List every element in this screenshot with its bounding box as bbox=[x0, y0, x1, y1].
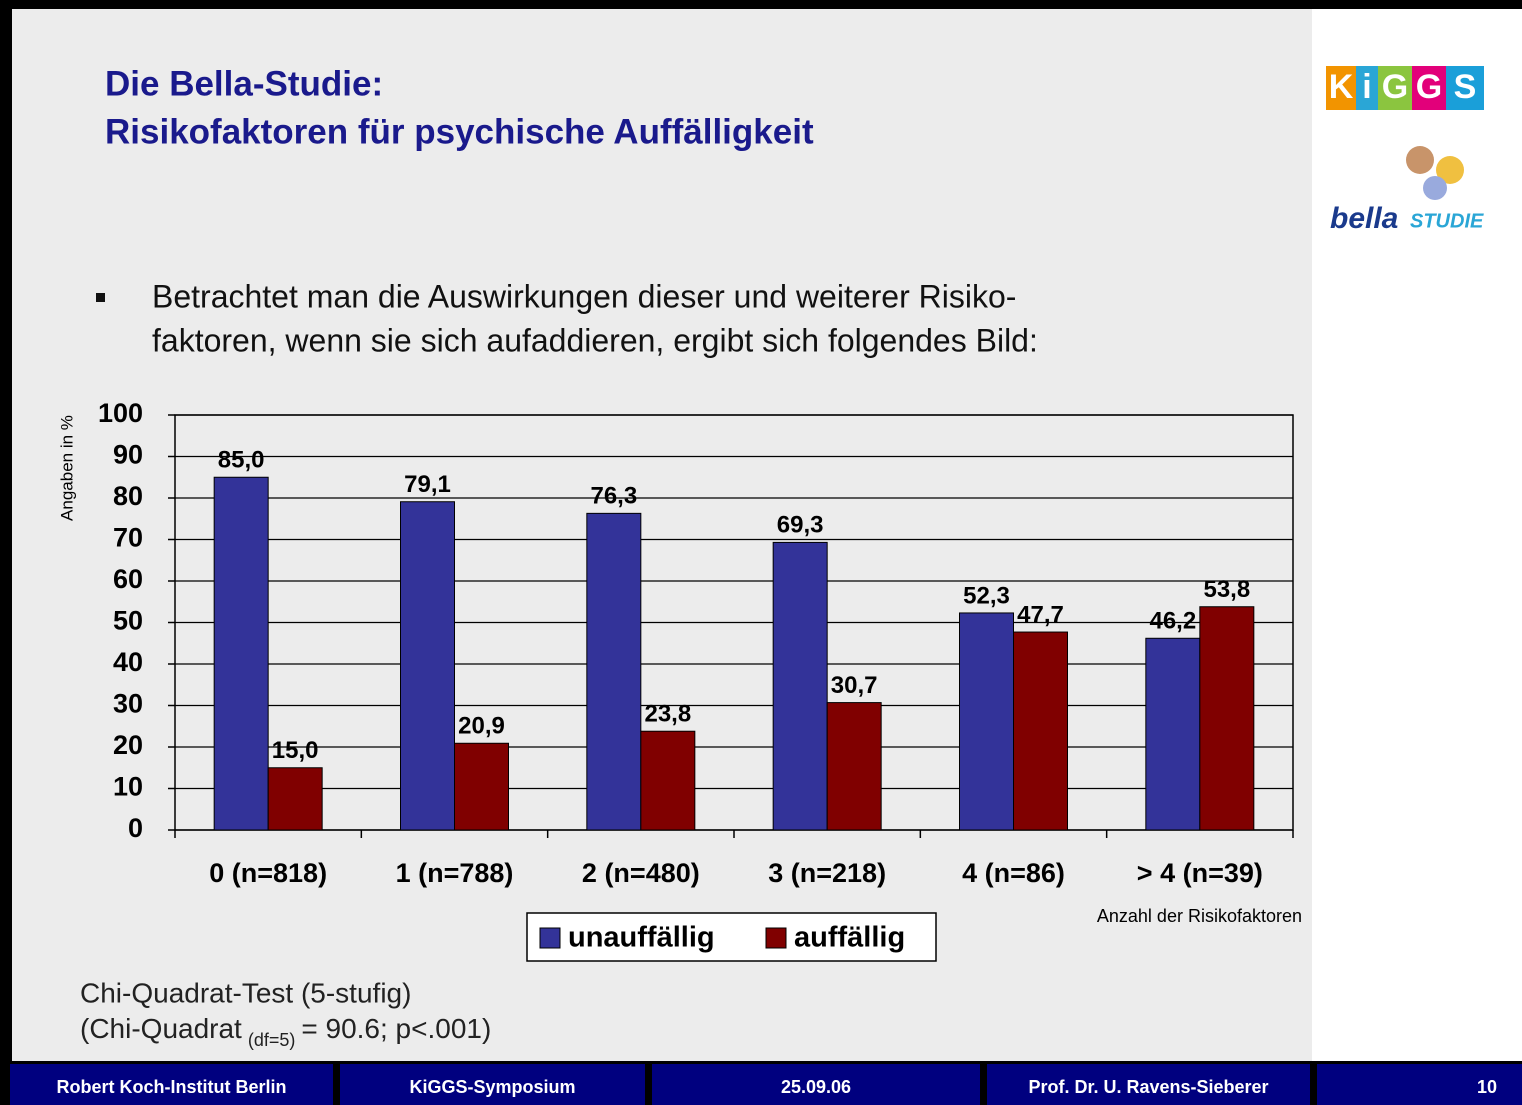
y-tick-label: 20 bbox=[113, 730, 143, 760]
x-tick-label: > 4 (n=39) bbox=[1137, 858, 1263, 888]
footer-segment bbox=[340, 1064, 645, 1105]
legend-box bbox=[526, 912, 937, 962]
x-tick-label: 3 (n=218) bbox=[768, 858, 886, 888]
logo-figure bbox=[1423, 176, 1447, 200]
y-tick-label: 80 bbox=[113, 481, 143, 511]
value-label: 76,3 bbox=[590, 483, 637, 510]
x-tick-label: 2 (n=480) bbox=[582, 858, 700, 888]
y-tick-label: 70 bbox=[113, 523, 143, 553]
logo-tile bbox=[1378, 66, 1412, 110]
bar bbox=[454, 742, 509, 831]
y-tick-label: 50 bbox=[113, 606, 143, 636]
bella-logo: bella STUDIE bbox=[1330, 146, 1484, 235]
logo-text: bella bbox=[1330, 202, 1398, 235]
value-label: 15,0 bbox=[272, 737, 319, 764]
footer-segment bbox=[987, 1064, 1310, 1105]
logo-figure bbox=[1406, 146, 1434, 174]
bar bbox=[772, 541, 828, 831]
legend-swatch bbox=[765, 927, 787, 949]
note: Chi-Quadrat-Test (5-stufig) bbox=[80, 977, 411, 1008]
y-tick-label: 100 bbox=[98, 398, 143, 428]
bar bbox=[1145, 637, 1201, 831]
slide-bg bbox=[12, 9, 1312, 1061]
title: Die Bella-Studie: bbox=[105, 64, 383, 103]
bar bbox=[400, 501, 455, 831]
legend-swatch bbox=[539, 927, 561, 949]
value-label: 69,3 bbox=[777, 512, 824, 539]
bullet-text: Betrachtet man die Auswirkungen dieser u… bbox=[152, 278, 1016, 314]
footer-text: KiGGS-Symposium bbox=[409, 1077, 575, 1097]
y-axis-label: Angaben in % bbox=[57, 415, 76, 521]
note-subscript: (df=5) bbox=[248, 1030, 296, 1050]
logo-letter: i bbox=[1362, 68, 1371, 106]
y-tick-label: 40 bbox=[113, 647, 143, 677]
value-label: 46,2 bbox=[1149, 608, 1196, 635]
value-label: 85,0 bbox=[218, 447, 265, 474]
bar bbox=[640, 730, 696, 831]
kiggs-logo: K i G G S bbox=[1326, 66, 1484, 110]
bullet-text: faktoren, wenn sie sich aufaddieren, erg… bbox=[152, 322, 1038, 358]
note-part: = 90.6; p<.001) bbox=[301, 1013, 491, 1044]
value-label: 20,9 bbox=[458, 713, 505, 740]
y-tick-label: 90 bbox=[113, 440, 143, 470]
title: Risikofaktoren für psychische Auffälligk… bbox=[105, 112, 814, 151]
value-label: 23,8 bbox=[644, 701, 691, 728]
bar bbox=[213, 476, 269, 831]
bar bbox=[1013, 631, 1068, 831]
footer-text: 25.09.06 bbox=[781, 1077, 851, 1097]
logo-tile bbox=[1412, 66, 1446, 110]
bar bbox=[1199, 606, 1255, 831]
logo-tile bbox=[1356, 66, 1378, 110]
value-label: 30,7 bbox=[831, 672, 878, 699]
x-axis-label: Anzahl der Risikofaktoren bbox=[1097, 906, 1302, 926]
value-label: 79,1 bbox=[404, 471, 451, 498]
x-tick-label: 0 (n=818) bbox=[209, 858, 327, 888]
bar bbox=[586, 512, 642, 831]
y-tick-label: 10 bbox=[113, 772, 143, 802]
footer: Robert Koch-Institut Berlin KiGGS-Symposi… bbox=[10, 1064, 1522, 1105]
y-tick-label: 60 bbox=[113, 564, 143, 594]
footer-text: Robert Koch-Institut Berlin bbox=[57, 1077, 287, 1097]
legend-label: auffällig bbox=[794, 922, 905, 954]
logo-figure bbox=[1436, 156, 1464, 184]
footer-segment bbox=[1317, 1064, 1522, 1105]
logo-letter: S bbox=[1454, 68, 1477, 106]
logo-tile bbox=[1326, 66, 1356, 110]
logo-tile bbox=[1446, 66, 1484, 110]
logo-panel bbox=[1312, 9, 1522, 1061]
value-label: 52,3 bbox=[963, 582, 1010, 609]
logo-letter: G bbox=[1416, 68, 1442, 106]
x-tick-label: 4 (n=86) bbox=[962, 858, 1065, 888]
value-label: 47,7 bbox=[1017, 601, 1064, 628]
y-tick-label: 30 bbox=[113, 689, 143, 719]
footer-segment bbox=[652, 1064, 980, 1105]
legend-label: unauffällig bbox=[568, 922, 715, 954]
bar bbox=[267, 767, 323, 831]
footer-text: 10 bbox=[1477, 1077, 1497, 1097]
x-tick-label: 1 (n=788) bbox=[396, 858, 514, 888]
logo-letter: G bbox=[1382, 68, 1408, 106]
note: (Chi-Quadrat (df=5) = 90.6; p<.001) bbox=[80, 1013, 491, 1049]
footer-segment bbox=[10, 1064, 333, 1105]
value-label: 53,8 bbox=[1203, 576, 1250, 603]
logo-text: STUDIE bbox=[1410, 210, 1484, 232]
note-part: (Chi-Quadrat bbox=[80, 1013, 242, 1044]
bar bbox=[959, 612, 1014, 831]
logo-letter: K bbox=[1329, 68, 1354, 106]
footer-text: Prof. Dr. U. Ravens-Sieberer bbox=[1028, 1077, 1268, 1097]
y-tick-label: 0 bbox=[128, 813, 143, 843]
bullet-dot bbox=[96, 293, 105, 302]
bar bbox=[826, 702, 882, 831]
